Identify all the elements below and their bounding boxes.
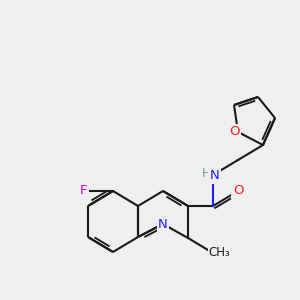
Text: CH₃: CH₃: [209, 247, 230, 260]
Text: F: F: [80, 184, 87, 197]
Text: N: N: [158, 218, 168, 230]
Text: O: O: [233, 184, 243, 197]
Text: N: N: [210, 169, 219, 182]
Text: H: H: [202, 167, 211, 180]
Text: O: O: [229, 125, 239, 139]
